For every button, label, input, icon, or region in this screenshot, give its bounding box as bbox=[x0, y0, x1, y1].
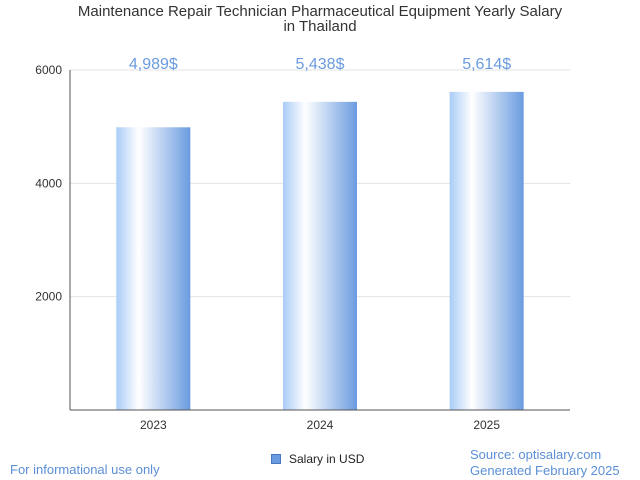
y-tick-label: 4000 bbox=[35, 176, 62, 190]
chart-title: Maintenance Repair Technician Pharmaceut… bbox=[0, 4, 640, 34]
y-tick-label: 6000 bbox=[35, 63, 62, 77]
x-tick-label: 2024 bbox=[307, 418, 334, 432]
bar bbox=[449, 91, 524, 410]
value-label: 4,989$ bbox=[129, 56, 178, 73]
bar bbox=[116, 127, 191, 410]
x-tick-label: 2025 bbox=[473, 418, 500, 432]
bars bbox=[116, 91, 524, 410]
bar bbox=[283, 101, 357, 410]
value-label: 5,614$ bbox=[462, 56, 511, 73]
disclaimer-text: For informational use only bbox=[10, 462, 160, 477]
generated-text: Generated February 2025 bbox=[470, 463, 620, 478]
chart-title-line-2: in Thailand bbox=[283, 18, 357, 35]
source-block: Source: optisalary.com Generated Februar… bbox=[470, 447, 620, 479]
labels: 2000 4000 6000 4,989$ 2023 5,438$ 2024 5,614$ 20… bbox=[35, 56, 511, 432]
value-label: 5,438$ bbox=[296, 56, 345, 73]
source-text: Source: optisalary.com bbox=[470, 447, 602, 462]
axes bbox=[69, 70, 570, 411]
chart-title-line-1: Maintenance Repair Technician Pharmaceut… bbox=[77, 3, 563, 20]
y-tick-label: 2000 bbox=[35, 290, 62, 304]
x-tick-label: 2023 bbox=[140, 418, 167, 432]
legend-swatch bbox=[271, 454, 281, 464]
legend-label: Salary in USD bbox=[289, 452, 365, 466]
legend: Salary in USD bbox=[271, 452, 364, 466]
